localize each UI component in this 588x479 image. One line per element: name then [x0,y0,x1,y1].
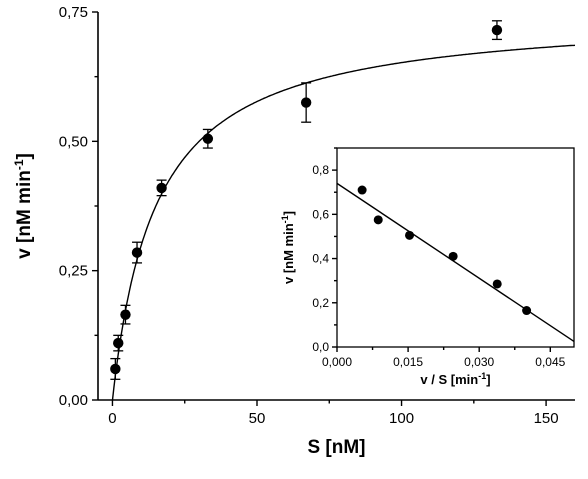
main-data-point [113,337,124,349]
inset-data-point [522,306,532,316]
main-y-tick-label: 0,50 [59,133,88,150]
main-data-point [491,24,503,36]
main-y-axis-title: v [nM min-1] [12,153,35,259]
inset-x-tick-label: 0,015 [393,355,423,369]
main-data-point [120,309,131,320]
main-x-tick-label: 100 [389,410,414,427]
inset-x-axis-title: v / S [min-1] [420,371,490,387]
main-x-tick-label: 50 [249,410,266,427]
inset-y-tick-label: 0,8 [312,163,329,177]
main-x-axis-title: S [nM] [307,437,365,458]
main-data-point [131,247,143,258]
inset-data-point [405,230,415,240]
inset-data-point [373,215,383,225]
main-data-point [300,97,312,108]
inset-fit-line [336,182,575,343]
inset-y-tick-label: 0,4 [312,252,329,266]
main-y-tick-label: 0,25 [59,263,88,280]
main-x-tick-label: 150 [534,410,559,427]
inset-x-tick-label: 0,030 [464,355,494,369]
main-plot: 0 50 100 150 0,00 0,25 0,50 0,75 S [nM] v [nM min… [12,4,576,458]
main-y-tick-label: 0,75 [59,4,88,21]
inset-data-point [492,279,502,289]
inset-plot: 0,000 0,015 0,030 0,045 0,0 0,2 0,4 0,6 0,8 v / S… [280,147,575,387]
inset-data-point [448,251,458,261]
main-data-point [110,363,121,375]
main-data-point [156,182,167,194]
inset-x-tick-label: 0,000 [322,355,352,369]
inset-frame [336,147,575,348]
inset-y-tick-label: 0,2 [312,296,329,310]
inset-x-tick-label: 0,045 [535,355,565,369]
inset-y-tick-label: 0,6 [312,207,329,221]
main-x-tick-label: 0 [108,410,116,427]
inset-y-tick-label: 0,0 [312,340,329,354]
main-fit-curve [111,44,576,401]
main-y-tick-label: 0,00 [59,392,88,409]
inset-y-axis-title: v [nM min-1] [280,211,296,284]
inset-data-point [357,185,367,195]
main-data-point [202,133,214,144]
